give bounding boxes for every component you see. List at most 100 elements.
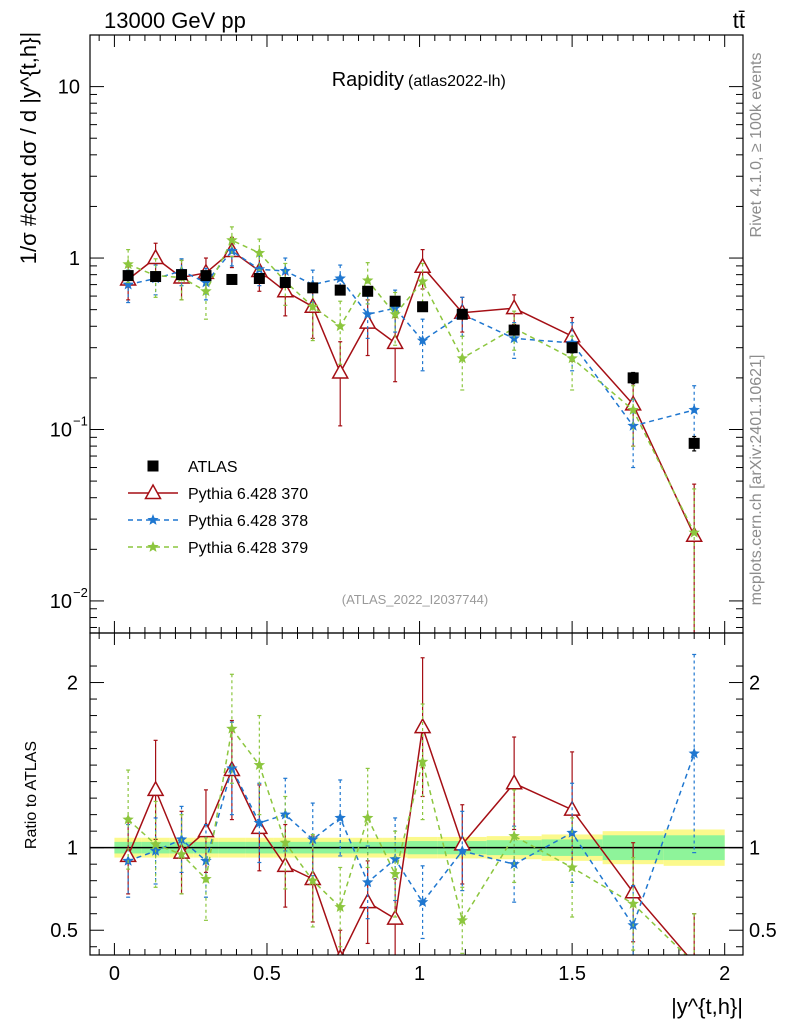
marker-triangle xyxy=(693,953,695,955)
marker-triangle xyxy=(146,248,165,265)
marker-triangle xyxy=(413,717,432,734)
marker-star xyxy=(456,845,468,856)
x-tick-label: 1.5 xyxy=(558,963,586,985)
marker-atlas xyxy=(508,324,520,336)
marker-atlas xyxy=(307,282,319,294)
marker-atlas xyxy=(150,271,162,283)
y-tick-label: 10 xyxy=(50,419,72,441)
marker-star xyxy=(566,861,578,873)
data-series xyxy=(119,226,703,968)
marker-star xyxy=(253,247,266,258)
rivet-side-label: Rivet 4.1.0, ≥ 100k events xyxy=(748,53,765,238)
marker-triangle xyxy=(146,780,165,797)
y-tick-label: 10 xyxy=(50,591,72,613)
marker-atlas xyxy=(417,301,429,313)
marker-atlas xyxy=(334,284,346,296)
ratio-tick-label: 1 xyxy=(67,838,78,860)
ratio-tick-label: 0.5 xyxy=(50,920,78,942)
marker-atlas xyxy=(200,270,212,282)
marker-star xyxy=(362,876,374,888)
marker-star xyxy=(627,897,639,909)
chart-title: Rapidity xyxy=(332,69,404,91)
legend-label: Pythia 6.428 379 xyxy=(188,540,308,557)
marker-star xyxy=(389,308,401,320)
x-tick-label: 0.5 xyxy=(253,963,281,985)
y-tick-exponent: −1 xyxy=(73,413,88,428)
marker-star xyxy=(627,404,639,415)
ratio-tick-label-right: 2 xyxy=(749,673,760,695)
legend-item: ATLAS xyxy=(147,459,238,476)
ratio-axis-label: Ratio to ATLAS xyxy=(23,741,40,849)
marker-star xyxy=(307,874,319,886)
marker-star xyxy=(200,873,212,884)
marker-atlas xyxy=(362,285,374,297)
legend-label: ATLAS xyxy=(188,459,238,476)
mcplots-side-label: mcplots.cern.ch [arXiv:2401.10621] xyxy=(748,355,765,606)
marker-star xyxy=(508,830,520,841)
marker-triangle xyxy=(331,362,349,379)
marker-star xyxy=(416,275,429,287)
marker-star xyxy=(200,285,212,297)
marker-atlas xyxy=(456,308,468,320)
marker-star xyxy=(253,759,266,770)
marker-star xyxy=(416,334,429,346)
main-panel-series xyxy=(119,226,703,633)
marker-star xyxy=(147,514,159,525)
marker-atlas xyxy=(566,342,578,354)
x-tick-label: 1 xyxy=(414,963,425,985)
chart-subtitle: (atlas2022-lh) xyxy=(408,73,506,90)
ratio-panel-frame xyxy=(89,632,744,956)
marker-star xyxy=(456,352,468,364)
legend-label: Pythia 6.428 378 xyxy=(188,513,308,530)
marker-triangle xyxy=(505,773,523,790)
marker-atlas xyxy=(279,277,291,289)
marker-star xyxy=(416,896,429,907)
marker-star xyxy=(122,813,134,825)
marker-atlas xyxy=(176,269,188,281)
legend-label: Pythia 6.428 370 xyxy=(188,486,308,503)
marker-star xyxy=(389,868,401,879)
ratio-line xyxy=(127,726,687,955)
ratio-tick-label-right: 1 xyxy=(749,838,760,860)
ratio-tick-label: 2 xyxy=(67,673,78,695)
marker-star xyxy=(362,811,374,823)
ratio-panel-series xyxy=(119,653,700,968)
series-line xyxy=(127,250,695,427)
x-tick-label: 0 xyxy=(109,963,120,985)
marker-star xyxy=(253,816,266,828)
marker-star xyxy=(688,526,700,538)
ratio-tick-label-right: 0.5 xyxy=(749,920,777,942)
legend-item: Pythia 6.428 378 xyxy=(128,513,308,530)
marker-atlas xyxy=(627,372,639,384)
marker-star xyxy=(307,833,319,845)
marker-star xyxy=(122,278,134,290)
marker-star xyxy=(456,914,468,926)
legend: ATLAS Pythia 6.428 370 Pythia 6.428 378 Pyt… xyxy=(128,459,308,557)
marker-star xyxy=(688,747,700,759)
marker-star xyxy=(200,854,212,866)
marker-star xyxy=(149,838,162,850)
marker-star xyxy=(688,404,700,415)
marker-atlas xyxy=(226,273,238,285)
legend-item: Pythia 6.428 379 xyxy=(128,540,308,557)
legend-item: Pythia 6.428 370 xyxy=(128,483,308,503)
plot-title: Rapidity (atlas2022-lh) xyxy=(332,69,506,91)
marker-star xyxy=(334,811,346,823)
marker-atlas xyxy=(147,460,159,472)
marker-star xyxy=(226,762,238,774)
marker-star xyxy=(334,901,346,912)
marker-star xyxy=(200,276,212,288)
marker-star xyxy=(416,755,429,767)
marker-atlas xyxy=(253,272,265,284)
marker-star xyxy=(334,320,346,332)
process-title: tt̄ xyxy=(733,8,745,33)
y-tick-label: 10 xyxy=(58,77,80,99)
marker-star xyxy=(689,957,700,968)
marker-star xyxy=(307,300,319,312)
x-axis-label: |y^{t,h}| xyxy=(671,994,743,1019)
x-tick-label: 2 xyxy=(719,963,730,985)
analysis-watermark: (ATLAS_2022_I2037744) xyxy=(342,592,488,607)
marker-atlas xyxy=(389,295,401,307)
